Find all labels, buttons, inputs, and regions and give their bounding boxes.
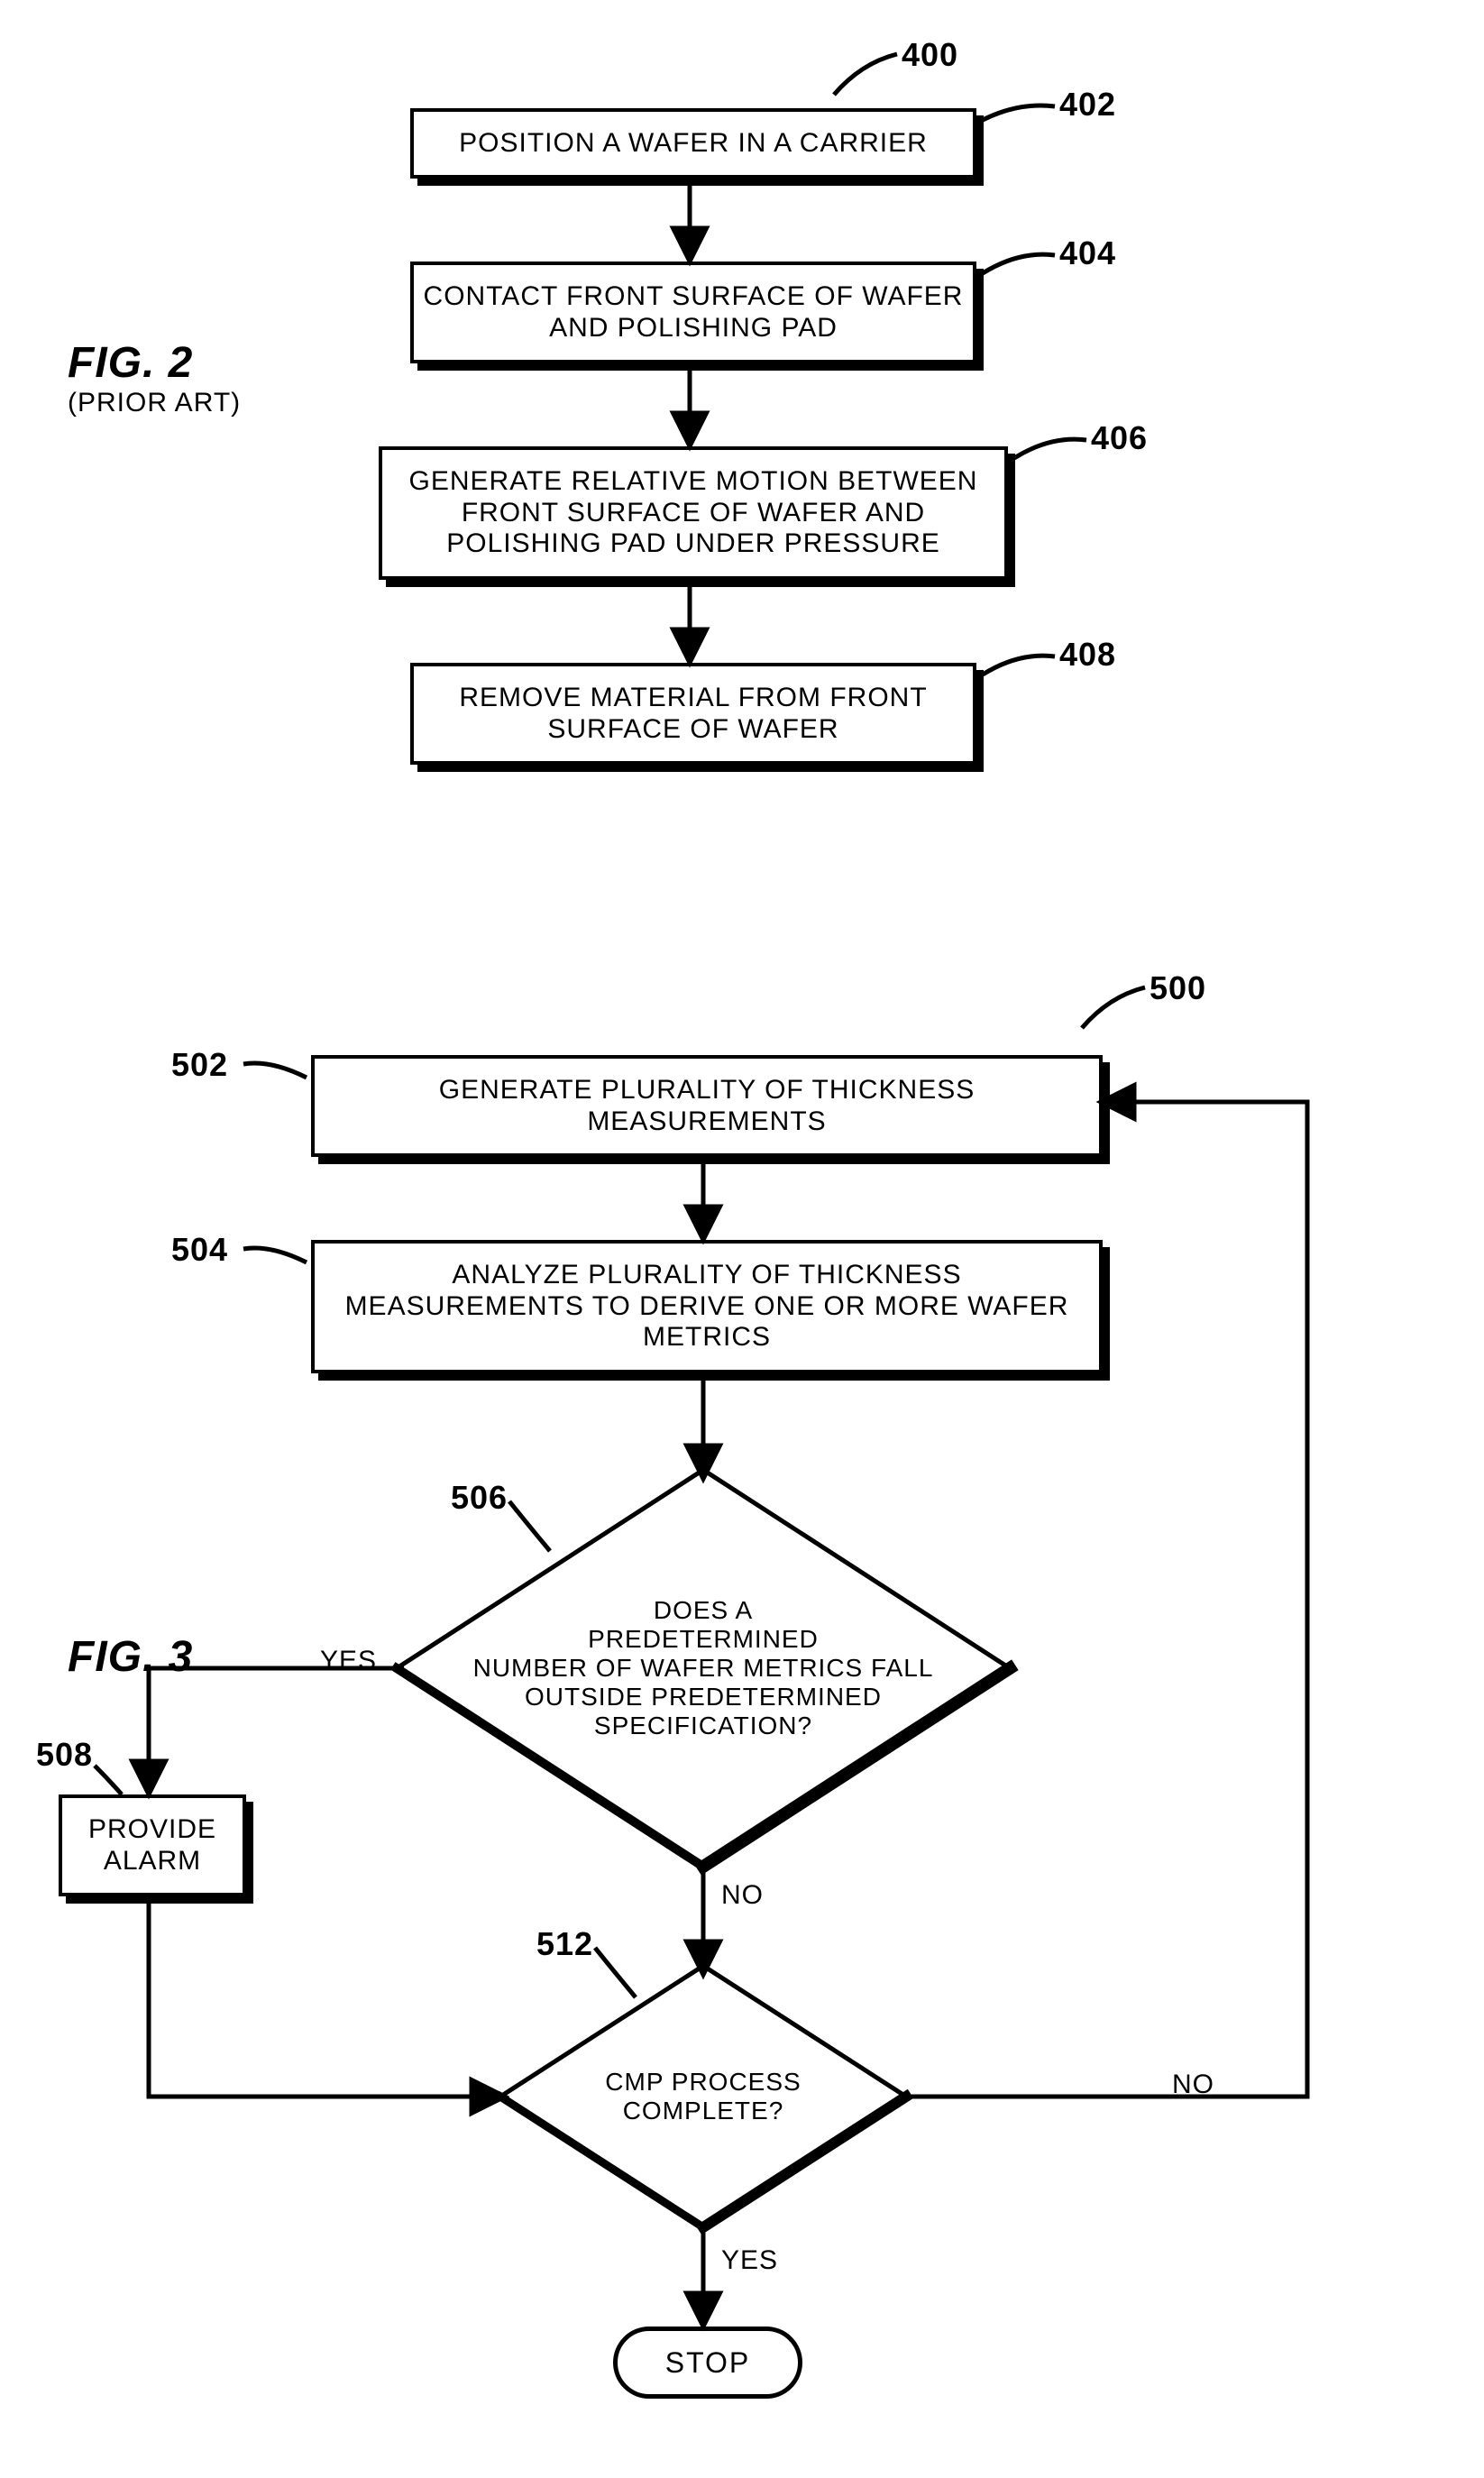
fig3-ref-512: 512 [536, 1925, 593, 1963]
edge-label-yes-512: YES [721, 2245, 778, 2276]
fig2-subtitle: (PRIOR ART) [68, 388, 241, 418]
fig3-terminator-stop: STOP [613, 2327, 802, 2399]
fig2-step-404: CONTACT FRONT SURFACE OF WAFER AND POLIS… [410, 262, 976, 363]
fig2-step-406: GENERATE RELATIVE MOTION BETWEEN FRONT S… [379, 446, 1008, 580]
edge-label-yes-506: YES [320, 1646, 377, 1676]
fig2-ref-406: 406 [1091, 419, 1148, 457]
fig3-title: FIG. 3 [68, 1632, 193, 1682]
fig3-ref-504: 504 [171, 1231, 228, 1269]
fig3-ref-508: 508 [36, 1736, 93, 1774]
fig2-ref-404: 404 [1059, 234, 1116, 272]
fig2-title: FIG. 2 [68, 338, 193, 388]
fig3-ref-506: 506 [451, 1479, 508, 1517]
edge-label-no-512: NO [1172, 2070, 1214, 2100]
fig2-ref-402: 402 [1059, 86, 1116, 124]
fig3-decision-506: DOES A PREDETERMINED NUMBER OF WAFER MET… [397, 1470, 1010, 1867]
fig3-step-502: GENERATE PLURALITY OF THICKNESS MEASUREM… [311, 1055, 1103, 1157]
edge-label-no-506: NO [721, 1880, 764, 1911]
fig3-decision-512: CMP PROCESS COMPLETE? [500, 1966, 906, 2227]
fig3-step-504: ANALYZE PLURALITY OF THICKNESS MEASUREME… [311, 1240, 1103, 1373]
fig3-step-508: PROVIDE ALARM [59, 1794, 246, 1896]
fig2-step-408: REMOVE MATERIAL FROM FRONT SURFACE OF WA… [410, 663, 976, 765]
fig3-ref-500: 500 [1150, 969, 1206, 1007]
fig2-ref-400: 400 [902, 36, 958, 74]
patent-figure-page: FIG. 2 (PRIOR ART) 400 POSITION A WAFER … [0, 0, 1484, 2478]
fig3-ref-502: 502 [171, 1046, 228, 1084]
fig2-step-402: POSITION A WAFER IN A CARRIER [410, 108, 976, 179]
fig2-ref-408: 408 [1059, 636, 1116, 674]
